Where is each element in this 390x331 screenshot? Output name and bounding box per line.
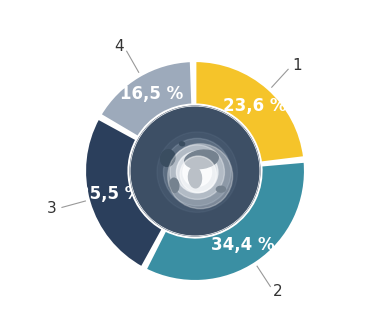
Circle shape — [163, 138, 231, 206]
Text: 1: 1 — [292, 58, 301, 73]
Ellipse shape — [188, 167, 202, 188]
Circle shape — [183, 158, 211, 186]
Ellipse shape — [185, 150, 218, 168]
Text: 2: 2 — [273, 284, 283, 299]
Circle shape — [157, 132, 238, 213]
Ellipse shape — [170, 178, 179, 192]
Text: 3: 3 — [47, 201, 57, 216]
Circle shape — [180, 156, 216, 192]
Wedge shape — [85, 118, 163, 268]
Circle shape — [130, 106, 260, 236]
Ellipse shape — [179, 142, 184, 146]
Ellipse shape — [216, 186, 225, 192]
Text: 34,4 %: 34,4 % — [211, 236, 275, 254]
Text: 16,5 %: 16,5 % — [120, 85, 183, 103]
Circle shape — [170, 145, 225, 199]
Text: 23,6 %: 23,6 % — [223, 97, 286, 115]
Circle shape — [176, 151, 218, 193]
Wedge shape — [100, 61, 193, 137]
Wedge shape — [145, 161, 305, 281]
Text: 25,5 %: 25,5 % — [78, 185, 142, 203]
Wedge shape — [195, 61, 305, 163]
Circle shape — [168, 144, 232, 209]
Text: 4: 4 — [114, 39, 124, 54]
Ellipse shape — [161, 150, 175, 166]
